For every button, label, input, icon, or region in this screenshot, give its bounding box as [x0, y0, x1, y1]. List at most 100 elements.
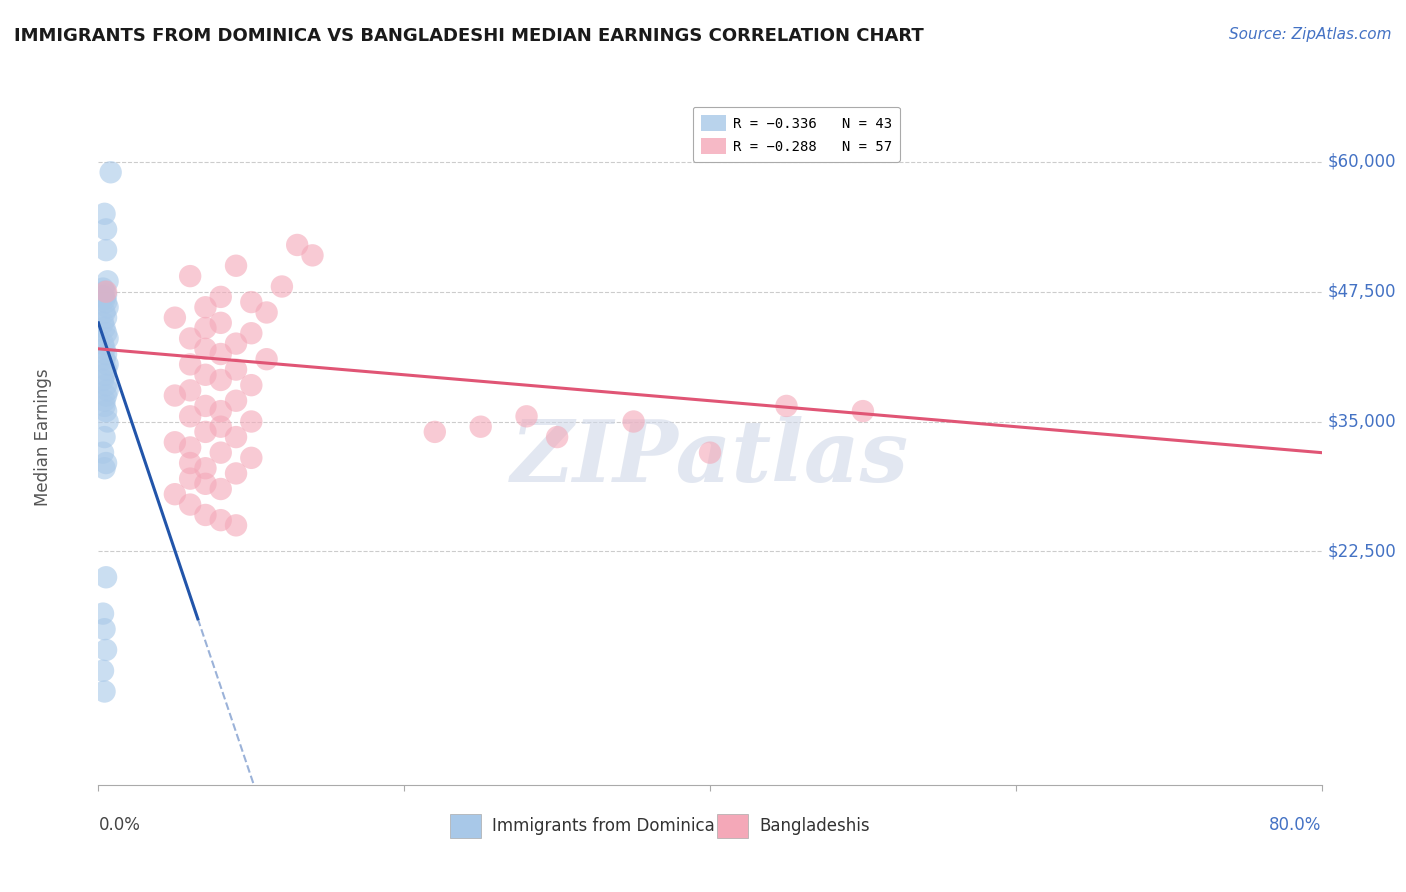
Point — [93, 430, 115, 444]
Point — [94, 310, 117, 325]
Point — [91, 664, 114, 678]
Point — [94, 362, 117, 376]
Text: Immigrants from Dominica: Immigrants from Dominica — [492, 817, 714, 835]
Point — [194, 342, 217, 356]
Point — [97, 415, 120, 429]
Text: Median Earnings: Median Earnings — [34, 368, 52, 506]
Point — [163, 388, 186, 402]
Point — [179, 409, 201, 424]
Text: 0.0%: 0.0% — [98, 816, 141, 834]
Point — [194, 300, 217, 314]
Point — [240, 295, 263, 310]
Point — [94, 295, 117, 310]
Point — [179, 269, 201, 284]
Point — [94, 288, 117, 302]
Point — [179, 498, 201, 512]
Point — [225, 430, 247, 444]
Point — [194, 321, 217, 335]
Point — [699, 445, 721, 459]
Text: Source: ZipAtlas.com: Source: ZipAtlas.com — [1229, 27, 1392, 42]
Point — [194, 461, 217, 475]
Point — [225, 393, 247, 408]
Point — [209, 513, 232, 527]
Point — [209, 290, 232, 304]
Point — [179, 384, 201, 398]
Point — [93, 393, 115, 408]
Point — [209, 482, 232, 496]
Point — [91, 316, 114, 330]
Point — [225, 518, 247, 533]
Point — [163, 435, 186, 450]
Point — [194, 425, 217, 439]
Text: 80.0%: 80.0% — [1270, 816, 1322, 834]
Point — [623, 415, 645, 429]
Point — [256, 352, 278, 367]
Point — [546, 430, 568, 444]
Point — [94, 388, 117, 402]
Point — [209, 373, 232, 387]
Point — [93, 399, 115, 413]
Point — [94, 404, 117, 418]
Point — [94, 347, 117, 361]
Point — [94, 285, 117, 299]
Point — [225, 336, 247, 351]
Point — [93, 684, 115, 698]
Point — [209, 347, 232, 361]
Point — [179, 331, 201, 345]
Point — [91, 282, 114, 296]
Text: IMMIGRANTS FROM DOMINICA VS BANGLADESHI MEDIAN EARNINGS CORRELATION CHART: IMMIGRANTS FROM DOMINICA VS BANGLADESHI … — [14, 27, 924, 45]
Point — [179, 358, 201, 372]
Text: $22,500: $22,500 — [1327, 542, 1396, 560]
Text: $47,500: $47,500 — [1327, 283, 1396, 301]
Point — [225, 362, 247, 376]
Point — [163, 310, 186, 325]
Point — [194, 399, 217, 413]
Point — [301, 248, 323, 262]
Point — [209, 404, 232, 418]
Point — [93, 285, 115, 299]
Text: $35,000: $35,000 — [1327, 412, 1396, 431]
Point — [93, 292, 115, 306]
Point — [91, 373, 114, 387]
Point — [94, 378, 117, 392]
Point — [91, 290, 114, 304]
Point — [225, 467, 247, 481]
Point — [94, 643, 117, 657]
Point — [285, 238, 308, 252]
Point — [194, 476, 217, 491]
Point — [93, 207, 115, 221]
Point — [94, 326, 117, 341]
Point — [97, 358, 120, 372]
Point — [240, 378, 263, 392]
Point — [194, 368, 217, 382]
Point — [163, 487, 186, 501]
Point — [775, 399, 797, 413]
Point — [470, 419, 492, 434]
Point — [179, 472, 201, 486]
Point — [100, 165, 122, 179]
Point — [97, 300, 120, 314]
Point — [179, 456, 201, 470]
Point — [516, 409, 538, 424]
Point — [97, 331, 120, 345]
Point — [93, 622, 115, 636]
Point — [93, 352, 115, 367]
Point — [93, 368, 115, 382]
Point — [179, 441, 201, 455]
Point — [93, 342, 115, 356]
Point — [97, 384, 120, 398]
Point — [194, 508, 217, 522]
Point — [256, 305, 278, 319]
Point — [423, 425, 446, 439]
Text: $60,000: $60,000 — [1327, 153, 1396, 171]
Point — [94, 243, 117, 257]
Point — [240, 450, 263, 465]
Point — [93, 461, 115, 475]
Point — [225, 259, 247, 273]
Point — [852, 404, 875, 418]
Text: Bangladeshis: Bangladeshis — [759, 817, 870, 835]
Point — [94, 456, 117, 470]
Point — [93, 305, 115, 319]
Point — [91, 336, 114, 351]
Point — [209, 316, 232, 330]
